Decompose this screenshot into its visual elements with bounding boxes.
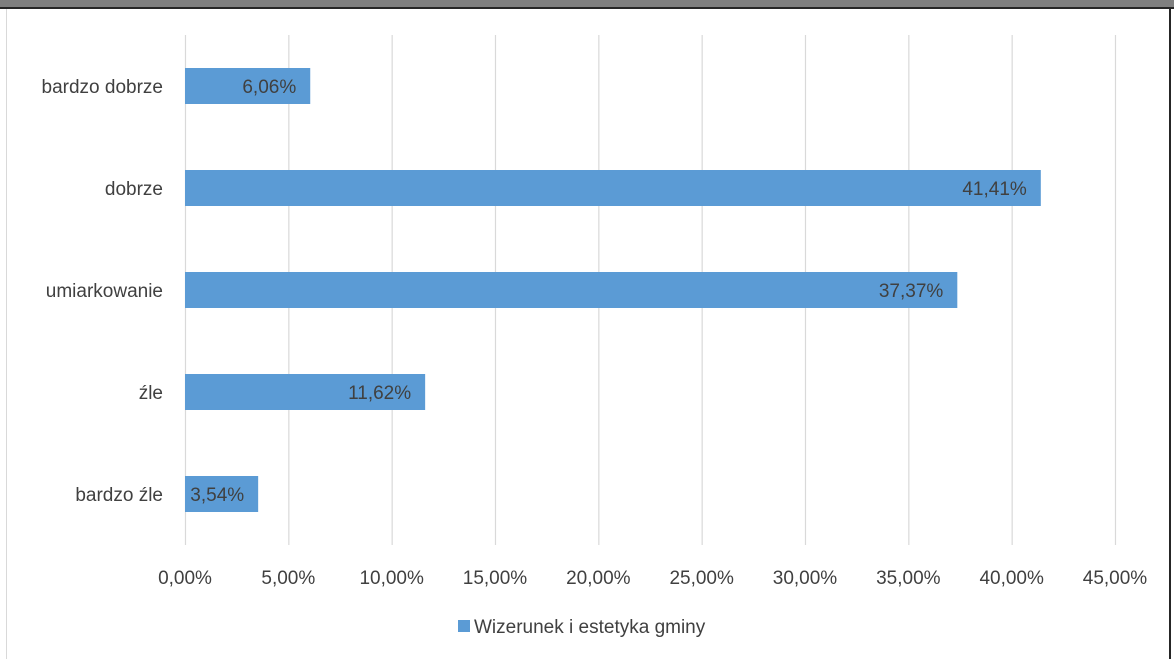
legend: Wizerunek i estetyka gminy — [458, 617, 706, 638]
x-tick-label-8: 40,00% — [979, 568, 1044, 589]
gridlines — [184, 35, 1117, 545]
data-labels: 6,06% 41,41% 37,37% 11,62% 3,54% — [190, 77, 1027, 506]
x-tick-label-6: 30,00% — [773, 568, 838, 589]
x-tick-label-0: 0,00% — [158, 568, 212, 589]
legend-label: Wizerunek i estetyka gminy — [474, 617, 706, 638]
legend-swatch — [458, 620, 470, 632]
x-tick-label-1: 5,00% — [261, 568, 315, 589]
data-label-1: 41,41% — [962, 179, 1027, 200]
bar-2 — [185, 272, 958, 308]
category-label-2: umiarkowanie — [46, 281, 163, 302]
bar-3 — [185, 374, 426, 410]
x-tick-label-4: 20,00% — [566, 568, 631, 589]
x-tick-labels: 0,00% 5,00% 10,00% 15,00% 20,00% 25,00% 30,00%… — [158, 568, 1147, 589]
bar-4 — [185, 476, 259, 512]
x-tick-label-5: 25,00% — [669, 568, 734, 589]
x-tick-label-3: 15,00% — [463, 568, 528, 589]
category-label-3: źle — [139, 383, 163, 404]
frame-right-border — [1169, 9, 1171, 659]
category-label-0: bardzo dobrze — [42, 77, 163, 98]
bar-0 — [185, 68, 311, 104]
data-label-3: 11,62% — [348, 383, 411, 404]
category-label-1: dobrze — [105, 179, 163, 200]
x-tick-label-2: 10,00% — [359, 568, 424, 589]
data-label-4: 3,54% — [190, 485, 244, 506]
category-labels: bardzo dobrze dobrze umiarkowanie źle bardzo… — [42, 77, 163, 506]
x-tick-label-7: 35,00% — [876, 568, 941, 589]
data-label-2: 37,37% — [879, 281, 944, 302]
window-top-border — [0, 0, 1174, 9]
frame-left-border — [6, 9, 7, 659]
data-label-0: 6,06% — [242, 77, 296, 98]
bar-1 — [185, 170, 1041, 206]
category-label-4: bardzo źle — [75, 485, 163, 506]
x-tick-label-9: 45,00% — [1083, 568, 1148, 589]
bars — [185, 68, 1041, 512]
